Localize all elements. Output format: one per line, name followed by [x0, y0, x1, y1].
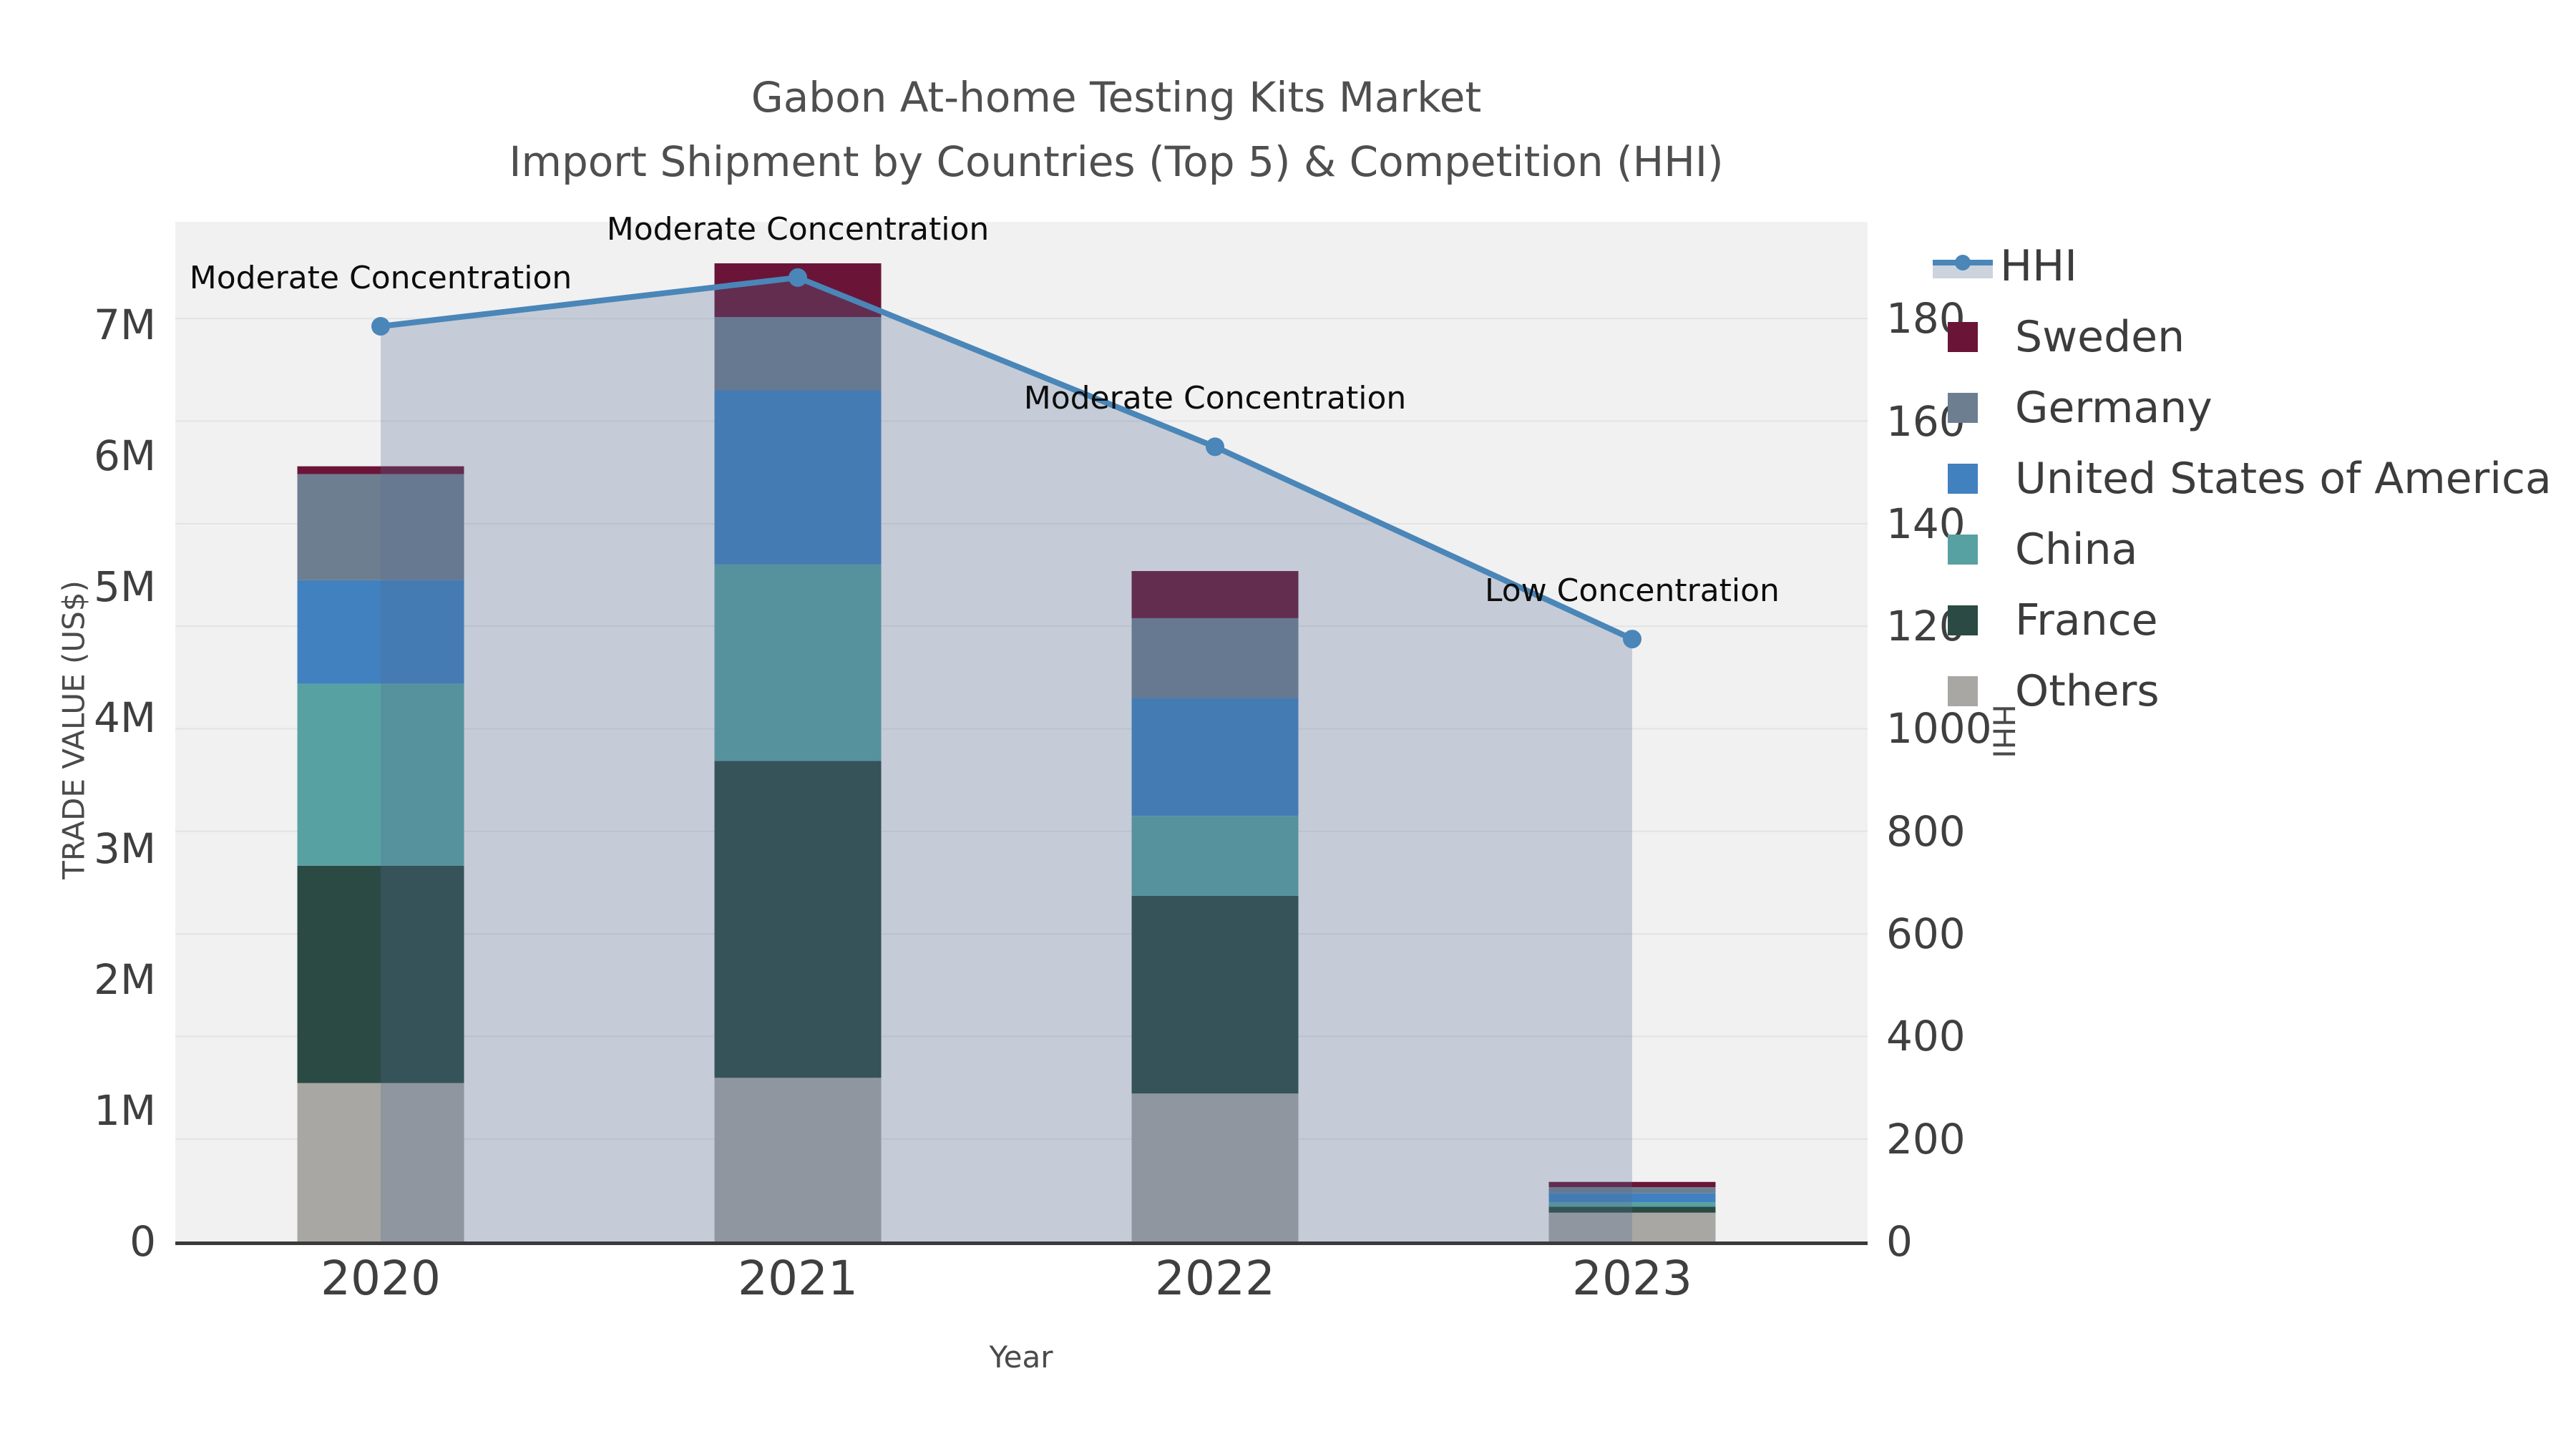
chart-title: Gabon At-home Testing Kits Market Import… [0, 66, 2233, 195]
bar-segment-china [1548, 1202, 1716, 1207]
chart-title-line2: Import Shipment by Countries (Top 5) & C… [509, 137, 1724, 186]
bar-segment-sweden [1131, 571, 1299, 618]
legend-label: Sweden [2015, 311, 2185, 362]
bar-segment-germany [1548, 1187, 1716, 1194]
bar-segment-united-states-of-america [1131, 698, 1299, 816]
y-left-axis-title: TRADE VALUE (US$) [56, 580, 92, 879]
legend-swatch [1948, 321, 1978, 352]
legend-label: Germany [2015, 382, 2212, 433]
y-right-tick-label: 800 [1886, 806, 1966, 856]
y-right-tick-label: 600 [1886, 909, 1966, 959]
legend-swatch [1948, 675, 1978, 706]
legend-swatch [1948, 534, 1978, 565]
y-right-tick-label: 400 [1886, 1012, 1966, 1061]
x-tick-label: 2022 [1155, 1251, 1275, 1306]
bar-segment-others [297, 1083, 464, 1241]
legend-swatch [1948, 392, 1978, 423]
y-right-tick-label: 1000 [1886, 704, 1992, 753]
y-left-tick-label: 5M [94, 562, 156, 611]
legend-label: China [2015, 524, 2138, 575]
legend-swatch [1948, 605, 1978, 635]
annotation-2023: Low Concentration [1485, 572, 1780, 610]
y-right-tick-label: 200 [1886, 1114, 1966, 1163]
y-left-tick-label: 2M [94, 955, 156, 1004]
annotation-2020: Moderate Concentration [189, 259, 572, 296]
bar-segment-sweden [297, 466, 464, 474]
bar-segment-others [1548, 1212, 1716, 1241]
bar-segment-germany [714, 317, 882, 391]
bar-segment-france [714, 761, 882, 1078]
legend-label: France [2015, 595, 2158, 645]
bar-segment-others [1131, 1093, 1299, 1241]
bar-segment-united-states-of-america [1548, 1193, 1716, 1203]
bar-segment-united-states-of-america [297, 580, 464, 684]
hhi-marker [789, 268, 807, 287]
hhi-line-legend-icon [1933, 254, 1993, 278]
bar-segment-china [714, 564, 882, 761]
legend: HHI Sweden Germany United States of America… [1933, 230, 2552, 726]
y-left-tick-label: 4M [94, 693, 156, 742]
legend-label: Others [2015, 665, 2160, 716]
bar-segment-france [1548, 1206, 1716, 1213]
y-right-tick-label: 0 [1886, 1217, 1913, 1266]
legend-item-china: China [1948, 514, 2552, 585]
bar-segment-united-states-of-america [714, 390, 882, 565]
legend-label: HHI [2000, 240, 2077, 291]
bar-segment-france [297, 865, 464, 1083]
bar-segment-china [1131, 816, 1299, 896]
bar-segment-germany [1131, 618, 1299, 698]
legend-item-sweden: Sweden [1948, 301, 2552, 372]
x-tick-label: 2021 [738, 1251, 858, 1306]
bar-segment-china [297, 683, 464, 866]
chart-title-line1: Gabon At-home Testing Kits Market [751, 73, 1482, 122]
y-left-tick-label: 6M [94, 431, 156, 480]
x-axis-title: Year [989, 1340, 1053, 1375]
x-tick-label: 2020 [321, 1251, 441, 1306]
legend-label: United States of America [2015, 453, 2552, 504]
bar-segment-sweden [1548, 1181, 1716, 1188]
y-left-tick-label: 3M [94, 824, 156, 873]
legend-item-germany: Germany [1948, 372, 2552, 443]
hhi-line [380, 274, 1634, 642]
bar-segment-others [714, 1078, 882, 1241]
bar-segment-france [1131, 895, 1299, 1094]
legend-swatch [1948, 463, 1978, 494]
annotation-2021: Moderate Concentration [606, 210, 990, 248]
hhi-marker-legend-dot [1955, 254, 1971, 270]
y-left-tick-label: 0 [130, 1217, 156, 1266]
annotation-2022: Moderate Concentration [1023, 380, 1407, 417]
bar-segment-germany [297, 474, 464, 580]
y-left-tick-label: 7M [94, 301, 156, 349]
x-tick-label: 2023 [1572, 1251, 1692, 1306]
legend-item-others: Others [1948, 655, 2552, 726]
legend-item-united-states-of-america: United States of America [1948, 443, 2552, 514]
x-axis-line [175, 1241, 1868, 1245]
y-left-tick-label: 1M [94, 1086, 156, 1135]
legend-item-france: France [1948, 585, 2552, 655]
legend-item-hhi: HHI [1933, 230, 2552, 301]
hhi-marker [1623, 630, 1641, 649]
hhi-area-fill [381, 277, 1632, 1241]
hhi-marker [1206, 437, 1224, 457]
hhi-marker [371, 316, 390, 336]
